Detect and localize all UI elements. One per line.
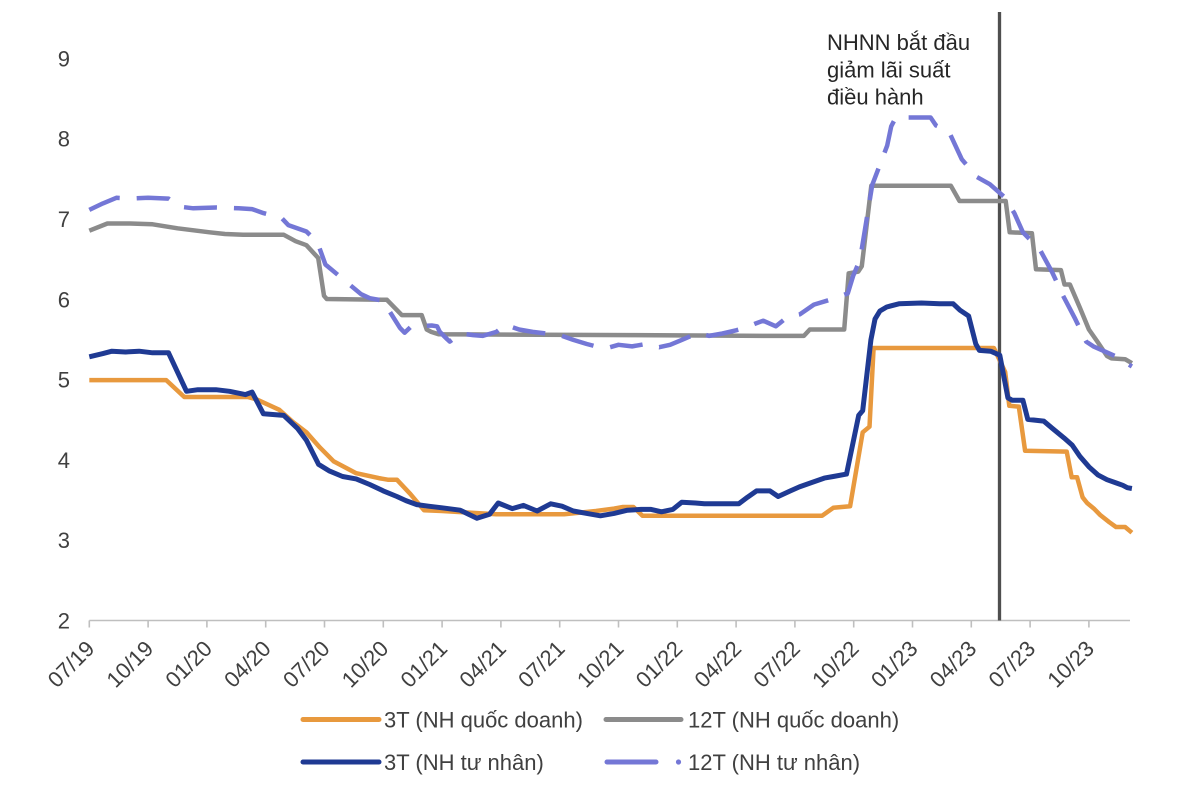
svg-text:4: 4 xyxy=(58,448,70,473)
svg-text:10/23: 10/23 xyxy=(1042,636,1099,693)
svg-text:12T (NH quốc doanh): 12T (NH quốc doanh) xyxy=(688,708,899,733)
svg-text:07/22: 07/22 xyxy=(748,636,805,693)
svg-text:04/20: 04/20 xyxy=(219,636,276,693)
svg-text:8: 8 xyxy=(58,127,70,152)
svg-text:9: 9 xyxy=(58,46,70,71)
svg-text:07/23: 07/23 xyxy=(984,636,1041,693)
svg-text:07/19: 07/19 xyxy=(43,636,100,693)
svg-text:6: 6 xyxy=(58,287,70,312)
svg-text:10/20: 10/20 xyxy=(337,636,394,693)
svg-text:điều hành: điều hành xyxy=(827,85,924,110)
svg-text:07/20: 07/20 xyxy=(278,636,335,693)
svg-text:10/19: 10/19 xyxy=(102,636,159,693)
svg-text:5: 5 xyxy=(58,368,70,393)
svg-text:2: 2 xyxy=(58,609,70,634)
svg-text:12T (NH tư nhân): 12T (NH tư nhân) xyxy=(688,750,860,775)
svg-text:04/22: 04/22 xyxy=(690,636,747,693)
svg-text:7: 7 xyxy=(58,207,70,232)
svg-text:3T (NH quốc doanh): 3T (NH quốc doanh) xyxy=(384,708,583,733)
svg-text:01/21: 01/21 xyxy=(396,636,453,693)
svg-text:giảm lãi suất: giảm lãi suất xyxy=(827,57,951,82)
svg-text:01/20: 01/20 xyxy=(160,636,217,693)
svg-text:10/22: 10/22 xyxy=(807,636,864,693)
svg-text:01/22: 01/22 xyxy=(631,636,688,693)
svg-text:04/23: 04/23 xyxy=(925,636,982,693)
svg-text:NHNN bắt đầu: NHNN bắt đầu xyxy=(827,30,970,55)
svg-text:3: 3 xyxy=(58,528,70,553)
svg-text:3T (NH tư nhân): 3T (NH tư nhân) xyxy=(384,750,544,775)
svg-text:07/21: 07/21 xyxy=(513,636,570,693)
svg-text:04/21: 04/21 xyxy=(454,636,511,693)
svg-text:10/21: 10/21 xyxy=(572,636,629,693)
svg-text:01/23: 01/23 xyxy=(866,636,923,693)
